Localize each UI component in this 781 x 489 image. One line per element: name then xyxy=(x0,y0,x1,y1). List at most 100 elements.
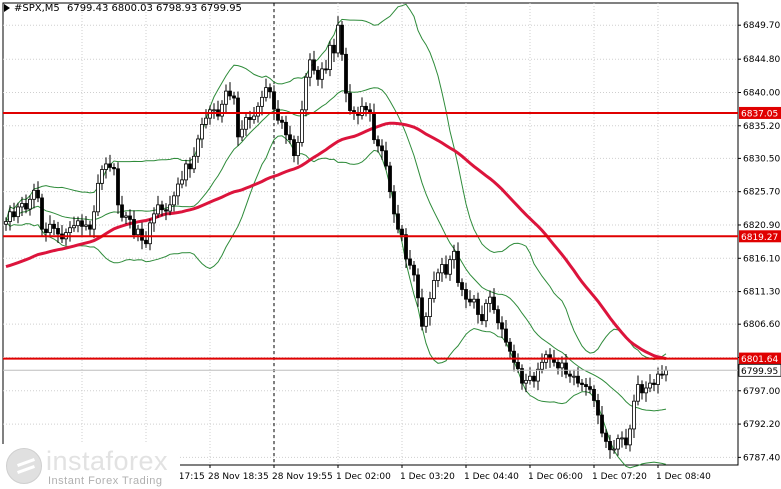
candle-bearish xyxy=(40,197,44,230)
candle-bearish xyxy=(420,297,424,327)
candle-bearish xyxy=(120,204,124,218)
candle-bullish xyxy=(540,361,544,370)
candle-bullish xyxy=(76,220,80,227)
candle-bullish xyxy=(48,223,52,234)
y-tick-label: 6844.80 xyxy=(743,55,780,65)
candle-bearish xyxy=(516,361,520,369)
x-tick-label: 28 Nov 19:55 xyxy=(272,472,333,482)
candle-bullish xyxy=(644,387,648,394)
candle-bullish xyxy=(528,375,532,381)
candle-bearish xyxy=(80,220,84,227)
candle-bearish xyxy=(512,350,516,363)
candle-bullish xyxy=(124,215,128,218)
symbol-marker-icon xyxy=(4,4,10,12)
candle-bearish xyxy=(392,191,396,215)
candle-bullish xyxy=(484,302,488,322)
candle-bullish xyxy=(252,115,256,120)
x-tick-label: 1 Dec 03:20 xyxy=(400,472,455,482)
candle-bullish xyxy=(100,169,104,184)
level-tag-3 xyxy=(739,352,781,365)
y-tick-label: 6820.90 xyxy=(743,221,780,231)
candle-bullish xyxy=(200,123,204,140)
candle-bullish xyxy=(424,316,428,327)
candle-bearish xyxy=(596,400,600,416)
candle-bearish xyxy=(292,139,296,157)
candle-bullish xyxy=(192,155,196,170)
candle-bearish xyxy=(344,53,348,94)
candle-bearish xyxy=(408,258,412,266)
logo-name: instaforex xyxy=(46,446,169,476)
candle-bearish xyxy=(56,228,60,235)
candle-bullish xyxy=(28,198,32,210)
y-tick-label: 6840.00 xyxy=(743,88,780,98)
logo-icon xyxy=(6,448,42,484)
candle-bullish xyxy=(320,68,324,80)
candle-bullish xyxy=(32,189,36,200)
candle-bearish xyxy=(236,97,240,138)
candle-bullish xyxy=(628,428,632,446)
candle-bearish xyxy=(604,432,608,442)
candle-bearish xyxy=(588,386,592,390)
candle-bearish xyxy=(460,282,464,290)
candle-bullish xyxy=(448,259,452,275)
candle-bearish xyxy=(584,384,588,388)
candle-bullish xyxy=(664,369,668,376)
current-price-tag xyxy=(738,363,781,377)
ohlc-readout: 6799.43 6800.03 6798.93 6799.95 xyxy=(66,3,242,14)
candle-bearish xyxy=(600,414,604,434)
x-tick-label: 28 Nov 18:35 xyxy=(208,472,269,482)
level-label-1: 6837.05 xyxy=(741,109,778,119)
candle-bearish xyxy=(364,105,368,111)
candle-bearish xyxy=(284,121,288,136)
candle-bullish xyxy=(224,90,228,105)
candle-bearish xyxy=(228,90,232,97)
candle-bullish xyxy=(244,117,248,130)
symbol-label: #SPX,M5 xyxy=(14,3,60,14)
level-tag-2 xyxy=(739,230,781,243)
candle-bearish xyxy=(312,59,316,71)
candle-bullish xyxy=(256,105,260,117)
candle-bearish xyxy=(272,91,276,110)
candle-bullish xyxy=(436,272,440,281)
x-tick-label: 1 Dec 02:00 xyxy=(336,472,391,482)
candle-bullish xyxy=(360,105,364,116)
level-label-3: 6801.64 xyxy=(741,355,778,365)
candle-bearish xyxy=(44,228,48,234)
candle-bearish xyxy=(376,139,380,147)
candle-bullish xyxy=(96,182,100,213)
candle-bearish xyxy=(652,382,656,385)
y-tick-label: 6811.30 xyxy=(743,288,780,298)
current-price-label: 6799.95 xyxy=(741,367,778,377)
plot-area xyxy=(2,2,739,466)
candle-bearish xyxy=(404,234,408,260)
candle-bearish xyxy=(384,150,388,167)
candle-bullish xyxy=(184,163,188,181)
candle-bearish xyxy=(160,204,164,211)
candle-bullish xyxy=(152,213,156,224)
candle-bearish xyxy=(340,24,344,55)
candle-bullish xyxy=(636,384,640,402)
candle-bearish xyxy=(520,368,524,384)
candle-bullish xyxy=(104,163,108,170)
x-tick-label: 1 Dec 04:40 xyxy=(464,472,519,482)
candle-bearish xyxy=(108,163,112,168)
candle-bullish xyxy=(300,109,304,143)
candle-bullish xyxy=(572,375,576,378)
candle-bullish xyxy=(648,382,652,389)
candle-bearish xyxy=(416,274,420,299)
candle-bearish xyxy=(280,119,284,123)
y-tick-label: 6849.70 xyxy=(743,21,780,31)
candle-bullish xyxy=(136,228,140,236)
moving-average-line xyxy=(5,121,667,361)
candle-bearish xyxy=(608,441,612,451)
x-tick-label: 1 Dec 07:20 xyxy=(592,472,647,482)
candle-bearish xyxy=(576,375,580,384)
candle-bearish xyxy=(532,375,536,382)
candle-bullish xyxy=(612,448,616,451)
candle-bullish xyxy=(560,362,564,369)
broker-logo: instaforex Instant Forex Trading xyxy=(0,444,180,489)
y-tick-label: 6792.20 xyxy=(743,420,780,430)
candle-bearish xyxy=(140,228,144,241)
